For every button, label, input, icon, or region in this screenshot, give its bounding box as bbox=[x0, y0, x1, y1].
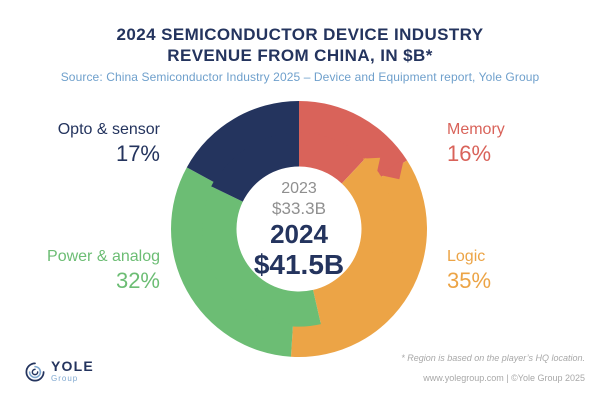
donut-inner-ring-opto-sensor bbox=[211, 131, 299, 202]
donut-memory-tail-decoration bbox=[379, 158, 404, 180]
segment-percent: 35% bbox=[447, 268, 492, 293]
logo-name: YOLE bbox=[51, 358, 94, 374]
prev-year-value: $33.3B bbox=[272, 199, 326, 218]
logo-text: YOLE Group bbox=[51, 358, 94, 383]
segment-name: Logic bbox=[447, 248, 486, 265]
donut-chart bbox=[170, 101, 428, 358]
segment-name: Memory bbox=[447, 121, 505, 138]
copyright-credit: www.yolegroup.com | ©Yole Group 2025 bbox=[423, 373, 585, 383]
segment-name: Power & analog bbox=[47, 248, 160, 265]
segment-label-opto-sensor: Opto & sensor 17% bbox=[10, 120, 160, 166]
yole-group-logo: YOLE Group bbox=[24, 358, 94, 383]
hq-footnote: * Region is based on the player’s HQ loc… bbox=[401, 353, 585, 363]
segment-percent: 32% bbox=[115, 268, 160, 293]
title-line2: REVENUE FROM CHINA, IN $B* bbox=[167, 46, 433, 65]
segment-percent: 17% bbox=[115, 141, 160, 166]
donut-inner-ring-power-analog bbox=[201, 186, 321, 327]
donut-inner-ring-memory bbox=[299, 131, 366, 184]
segment-label-memory: Memory 16% bbox=[447, 120, 597, 166]
segment-name: Opto & sensor bbox=[57, 121, 160, 138]
current-year-value: $41.5B bbox=[253, 249, 345, 280]
logo-subname: Group bbox=[51, 374, 79, 383]
donut-outer-ring-power-analog bbox=[170, 167, 293, 357]
donut-outer-ring-logic bbox=[290, 160, 428, 358]
segment-label-logic: Logic 35% bbox=[447, 247, 597, 293]
donut-outer-ring-memory bbox=[299, 101, 408, 178]
page-title: 2024 SEMICONDUCTOR DEVICE INDUSTRY REVEN… bbox=[0, 24, 600, 66]
yole-spiral-icon bbox=[25, 362, 45, 381]
current-year-label: 2024 bbox=[270, 219, 328, 249]
footer-notes: * Region is based on the player’s HQ loc… bbox=[401, 353, 585, 384]
segment-percent: 16% bbox=[447, 141, 492, 166]
donut-logic-peak-decoration bbox=[362, 157, 381, 175]
prev-year-label: 2023 bbox=[281, 180, 317, 197]
donut-center-text: 2023 $33.3B 2024 $41.5B bbox=[219, 179, 379, 281]
donut-inner-ring-logic bbox=[313, 157, 397, 325]
source-line: Source: China Semiconductor Industry 202… bbox=[60, 70, 540, 84]
donut-outer-ring-opto-sensor bbox=[186, 101, 299, 183]
title-line1: 2024 SEMICONDUCTOR DEVICE INDUSTRY bbox=[116, 25, 484, 44]
segment-label-power-analog: Power & analog 32% bbox=[10, 247, 160, 293]
